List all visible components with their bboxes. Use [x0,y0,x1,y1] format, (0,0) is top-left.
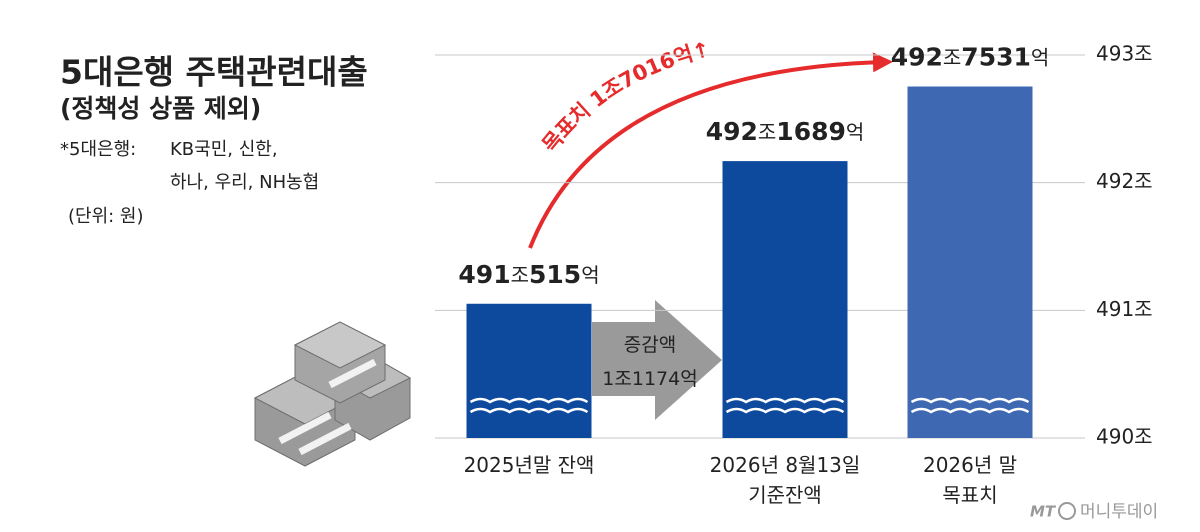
axis-break-wave [469,407,589,414]
value-label: 491조515억 [458,260,599,289]
source: 머니투데이 [1080,502,1158,522]
axis-break-wave [725,407,845,414]
axis-break-wave [910,397,1030,404]
bar [466,303,592,438]
y-tick-label: 490조 [1096,425,1153,449]
y-tick-label: 491조 [1096,297,1153,321]
logo-mark [1058,502,1076,520]
x-tick-label: 2026년 말 목표치 [922,453,1018,507]
target-arc [528,52,893,249]
bar [907,86,1033,438]
unit-label: (단위: 원) [68,206,144,227]
value-label: 492조1689억 [706,117,865,146]
x-tick-label: 2025년말 잔액 [463,453,595,477]
axis-break-wave [469,397,589,404]
y-tick-label: 492조 [1096,169,1153,193]
axis-break-wave [910,407,1030,414]
x-tick-label: 2026년 8월13일 기준잔액 [709,453,861,507]
money-illustration [253,321,412,467]
chart-subtitle: (정책성 상품 제외) [60,94,261,123]
axis-break-wave [725,397,845,404]
note-text: KB국민, 신한, 하나, 우리, NH농협 [170,139,320,193]
bar [722,161,848,438]
chart-title: 5대은행 주택관련대출 [60,53,368,92]
y-tick-label: 493조 [1096,42,1153,66]
value-label: 492조7531억 [891,43,1050,72]
increase-arrow [592,300,722,420]
increase-annotation: 증감액 1조1174억 [602,334,698,390]
source-logo: MT [1030,503,1057,521]
note-label: *5대은행: [60,139,136,160]
